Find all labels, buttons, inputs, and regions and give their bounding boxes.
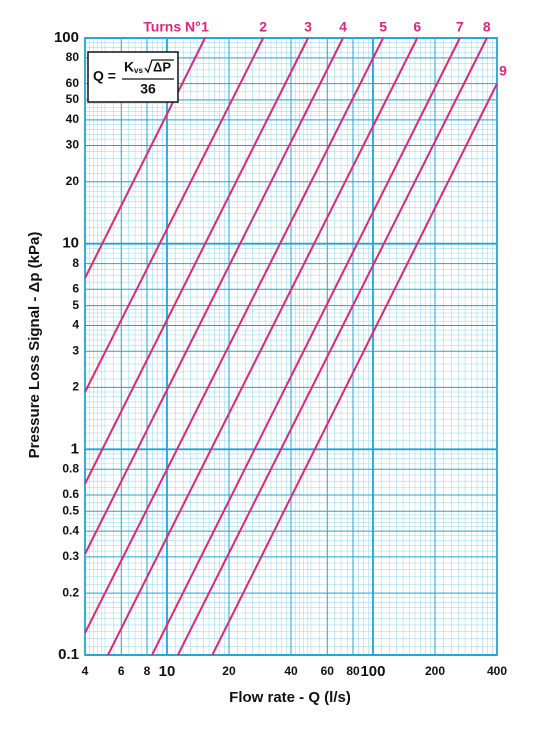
x-tick-label: 40 bbox=[284, 664, 298, 678]
grid bbox=[84, 37, 498, 656]
x-tick-label: 60 bbox=[321, 664, 335, 678]
legend-label: 2 bbox=[259, 19, 267, 35]
y-tick-label: 6 bbox=[72, 281, 79, 295]
x-tick-label: 10 bbox=[159, 663, 176, 680]
legend-label: 1 bbox=[201, 19, 209, 35]
x-axis-label: Flow rate - Q (l/s) bbox=[229, 689, 351, 706]
lines bbox=[84, 37, 498, 656]
formula-radical bbox=[144, 59, 174, 74]
formula-subscript: vs bbox=[134, 66, 143, 75]
y-tick-label: 100 bbox=[54, 29, 79, 46]
y-tick-label: 2 bbox=[72, 380, 79, 394]
x-tick-label: 200 bbox=[425, 664, 445, 678]
series-line bbox=[84, 37, 344, 555]
formula-box: Q = K vs ΔP 36 bbox=[87, 51, 179, 103]
legend-label: 7 bbox=[456, 19, 464, 35]
y-tick-label: 30 bbox=[66, 138, 80, 152]
y-tick-label: 0.5 bbox=[62, 503, 79, 517]
y-tick-label: 0.1 bbox=[58, 646, 79, 663]
series-line bbox=[84, 37, 385, 634]
y-tick-label: 0.2 bbox=[62, 585, 79, 599]
x-tick-label: 4 bbox=[82, 664, 89, 678]
legend-label: 9 bbox=[499, 62, 507, 78]
formula-radicand: ΔP bbox=[153, 59, 171, 74]
y-tick-label: 60 bbox=[66, 76, 80, 90]
y-tick-label: 20 bbox=[66, 174, 80, 188]
y-tick-label: 50 bbox=[66, 92, 80, 106]
y-tick-label: 0.6 bbox=[62, 487, 79, 501]
x-tick-label: 80 bbox=[346, 664, 360, 678]
legend-title: Turns N° bbox=[143, 19, 200, 35]
y-tick-label: 1 bbox=[71, 440, 79, 457]
legend-label: 3 bbox=[304, 19, 312, 35]
legend-label: 6 bbox=[413, 19, 421, 35]
series-line bbox=[107, 37, 419, 656]
y-tick-label: 5 bbox=[72, 298, 79, 312]
y-tick-label: 3 bbox=[72, 343, 79, 357]
x-tick-label: 100 bbox=[360, 663, 385, 680]
series-line bbox=[84, 37, 265, 393]
y-tick-label: 8 bbox=[72, 256, 79, 270]
y-tick-label: 0.8 bbox=[62, 461, 79, 475]
series-line bbox=[151, 37, 461, 656]
y-tick-label: 0.3 bbox=[62, 549, 79, 563]
y-axis-label: Pressure Loss Signal - Δp (kPa) bbox=[26, 232, 43, 459]
x-tick-label: 8 bbox=[144, 664, 151, 678]
legend-label: 4 bbox=[339, 19, 347, 35]
x-tick-label: 6 bbox=[118, 664, 125, 678]
series-line bbox=[84, 37, 206, 279]
y-tick-label: 10 bbox=[62, 235, 79, 252]
y-tick-label: 80 bbox=[66, 50, 80, 64]
legend-label: 8 bbox=[483, 19, 491, 35]
plot-frame bbox=[84, 37, 498, 656]
y-tick-label: 4 bbox=[72, 318, 79, 332]
formula-denominator: 36 bbox=[140, 81, 156, 97]
series-line bbox=[177, 37, 488, 656]
series-line bbox=[84, 37, 309, 485]
series-line bbox=[211, 83, 498, 656]
x-tick-label: 20 bbox=[222, 664, 236, 678]
y-tick-label: 0.4 bbox=[62, 523, 79, 537]
legend-label: 5 bbox=[379, 19, 387, 35]
formula-k: K bbox=[124, 59, 134, 75]
formula-lhs: Q = bbox=[93, 68, 116, 84]
y-tick-label: 40 bbox=[66, 112, 80, 126]
x-tick-label: 400 bbox=[487, 664, 507, 678]
